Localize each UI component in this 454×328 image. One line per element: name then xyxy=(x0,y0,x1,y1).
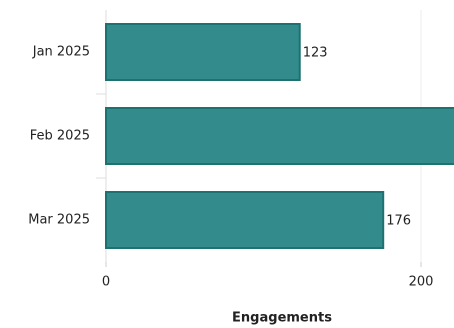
y-tick-label: Feb 2025 xyxy=(30,129,90,144)
value-label: 176 xyxy=(386,214,411,229)
bar xyxy=(105,191,385,249)
x-tick-label: 0 xyxy=(102,275,110,290)
x-tick-label: 200 xyxy=(409,275,434,290)
bar xyxy=(105,23,301,81)
value-label: 123 xyxy=(303,46,328,61)
y-tick-label: Jan 2025 xyxy=(32,45,90,60)
x-axis-title: Engagements xyxy=(232,311,332,326)
bar xyxy=(105,107,454,165)
y-tick-label: Mar 2025 xyxy=(28,213,90,228)
